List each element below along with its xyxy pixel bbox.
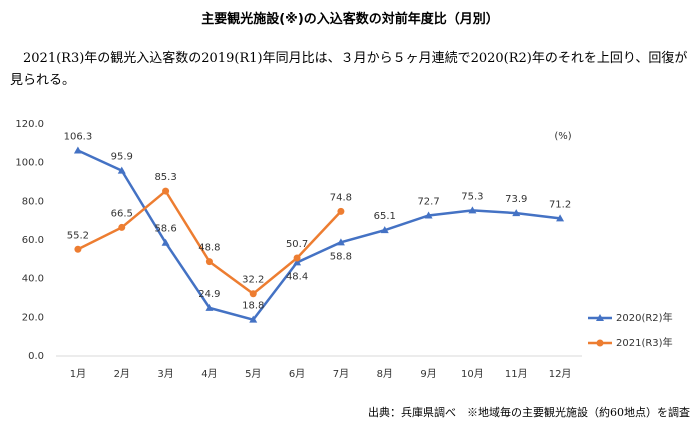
x-tick-label: 2月 (114, 368, 130, 380)
marker (161, 238, 170, 246)
x-tick-label: 7月 (333, 368, 349, 380)
legend-label: 2021(R3)年 (616, 336, 673, 349)
y-tick-label: 60.0 (22, 235, 44, 246)
data-label: 71.2 (549, 199, 571, 210)
x-tick-label: 1月 (70, 368, 86, 380)
series-line (77, 149, 561, 322)
data-label: 55.2 (67, 230, 89, 241)
data-label: 66.5 (111, 208, 133, 219)
marker (424, 211, 433, 219)
y-tick-label: 100.0 (15, 158, 44, 169)
x-tick-label: 3月 (157, 368, 173, 380)
x-tick-label: 8月 (377, 368, 393, 380)
x-tick-label: 12月 (549, 368, 572, 380)
marker (205, 303, 214, 311)
data-label: 73.9 (505, 194, 527, 205)
data-label: 58.8 (330, 251, 352, 262)
data-label: 48.8 (198, 243, 220, 254)
marker (336, 238, 345, 246)
unit-label: (%) (554, 131, 571, 142)
marker (556, 214, 565, 222)
marker (73, 146, 82, 154)
marker (380, 226, 389, 234)
marker (512, 209, 521, 217)
data-label: 58.6 (154, 224, 176, 235)
y-tick-label: 0.0 (28, 351, 44, 362)
data-label: 24.9 (198, 289, 220, 300)
x-tick-label: 5月 (245, 368, 261, 380)
x-tick-label: 6月 (289, 368, 305, 380)
y-tick-label: 40.0 (22, 274, 44, 285)
legend-marker (596, 339, 604, 347)
data-label: 106.3 (64, 131, 93, 142)
x-tick-label: 10月 (461, 368, 484, 380)
data-label: 18.8 (242, 301, 264, 312)
data-label: 50.7 (286, 239, 308, 250)
marker (337, 207, 345, 215)
data-label: 65.1 (374, 211, 396, 222)
marker (468, 206, 477, 214)
marker (118, 223, 126, 231)
marker (74, 245, 82, 253)
marker (293, 254, 301, 262)
title: 主要観光施設(※)の入込客数の対前年度比（月別） (201, 12, 499, 27)
marker (293, 258, 302, 266)
marker (162, 187, 170, 195)
source: 出典：兵庫県調べ ※地域毎の主要観光施設（約60地点）を調査 (368, 406, 690, 419)
y-tick-label: 80.0 (22, 196, 44, 207)
data-label: 48.4 (286, 271, 308, 282)
marker (117, 166, 126, 174)
data-label: 72.7 (417, 196, 439, 207)
legend-marker (596, 314, 604, 321)
marker (205, 258, 213, 266)
data-label: 75.3 (461, 191, 483, 202)
y-tick-label: 120.0 (15, 119, 44, 130)
y-tick-label: 20.0 (22, 312, 44, 323)
data-label: 74.8 (330, 192, 352, 203)
x-tick-label: 9月 (420, 368, 436, 380)
data-label: 32.2 (242, 275, 264, 286)
x-tick-label: 4月 (201, 368, 217, 380)
legend-label: 2020(R2)年 (616, 311, 673, 324)
x-tick-label: 11月 (505, 368, 528, 380)
data-label: 95.9 (111, 152, 133, 163)
data-label: 85.3 (154, 172, 176, 183)
paragraph: 2021(R3)年の観光入込客数の2019(R1)年同月比は、３月から５ヶ月連続… (10, 51, 688, 88)
marker (249, 315, 258, 323)
marker (249, 290, 257, 298)
